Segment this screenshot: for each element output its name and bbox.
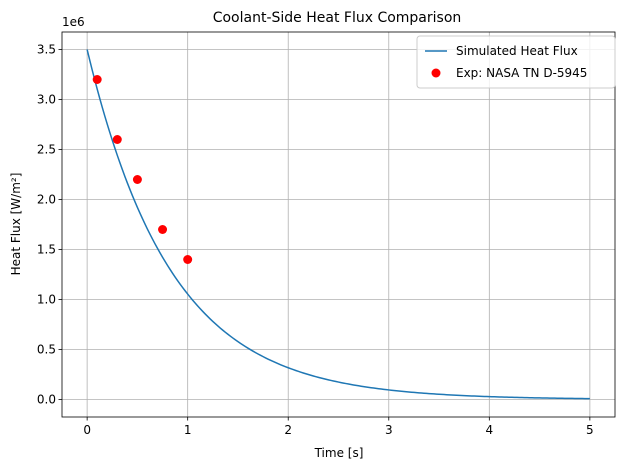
experimental-data-point xyxy=(112,135,122,144)
experimental-data-point xyxy=(132,175,142,184)
experimental-data-point xyxy=(158,225,168,234)
y-tick-label: 0.5 xyxy=(37,343,56,357)
x-tick-label: 2 xyxy=(284,423,292,437)
experimental-data-point xyxy=(92,75,102,84)
y-tick-label: 3.5 xyxy=(37,43,56,57)
y-axis-offset-label: 1e6 xyxy=(62,15,85,29)
experimental-data-point xyxy=(183,255,193,264)
simulated-heat-flux-line xyxy=(86,49,590,400)
x-tick-label: 5 xyxy=(586,423,594,437)
x-tick-label: 1 xyxy=(184,423,192,437)
axis-ticks: 0 1 2 3 4 5 0.0 0.5 1.0 1.5 2.0 2.5 3.0 3.5 xyxy=(37,43,594,438)
legend-box xyxy=(416,35,616,89)
legend: Simulated Heat Flux Exp: NASA TN D-5945 xyxy=(416,35,616,89)
x-tick-label: 0 xyxy=(83,423,91,437)
y-tick-label: 1.5 xyxy=(37,243,56,257)
plot-frame xyxy=(61,31,616,418)
grid-lines xyxy=(62,32,615,417)
legend-marker-swatch xyxy=(431,68,441,78)
y-axis-label: Heat Flux [W/m²] xyxy=(9,173,23,276)
y-tick-label: 2.0 xyxy=(37,193,56,207)
y-tick-label: 3.0 xyxy=(37,93,56,107)
y-tick-label: 0.0 xyxy=(37,393,56,407)
x-axis-label: Time [s] xyxy=(314,446,364,460)
y-tick-label: 1.0 xyxy=(37,293,56,307)
chart-title: Coolant-Side Heat Flux Comparison xyxy=(213,10,462,26)
x-tick-label: 3 xyxy=(385,423,393,437)
x-tick-label: 4 xyxy=(485,423,493,437)
legend-label-experimental: Exp: NASA TN D-5945 xyxy=(456,66,587,80)
y-tick-label: 2.5 xyxy=(37,143,56,157)
plot-data xyxy=(86,49,590,400)
legend-label-simulated: Simulated Heat Flux xyxy=(456,44,578,58)
